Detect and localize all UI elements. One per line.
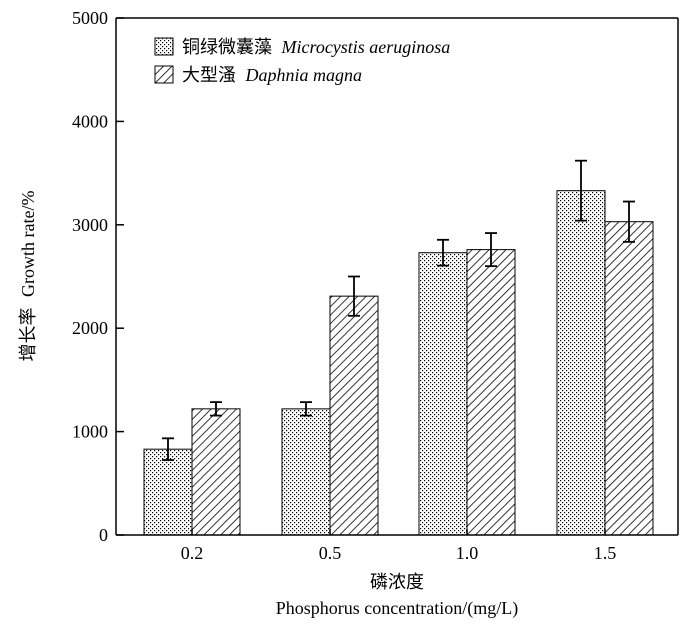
x-tick-label-2: 1.0 xyxy=(456,543,479,563)
legend: 铜绿微囊藻 Microcystis aeruginosa 大型溞 Daphnia… xyxy=(154,37,450,86)
error-bar-series-0-cat-2 xyxy=(437,238,449,267)
error-bar-series-0-cat-0 xyxy=(162,437,174,461)
error-bar-series-1-cat-3 xyxy=(623,200,635,243)
legend-item-microcystis: 铜绿微囊藻 Microcystis aeruginosa xyxy=(154,37,450,58)
x-axis-title-cn: 磷浓度 xyxy=(370,572,424,592)
legend-label-microcystis: 铜绿微囊藻 Microcystis aeruginosa xyxy=(182,37,450,58)
y-ticks: 0 1000 2000 3000 4000 5000 xyxy=(72,8,124,545)
error-bar-series-1-cat-1 xyxy=(348,275,360,317)
legend-label-daphnia: 大型溞 Daphnia magna xyxy=(182,65,362,86)
legend-swatch-microcystis xyxy=(154,37,174,56)
y-axis-title-cn: 增长率 xyxy=(18,307,39,361)
error-bar-series-0-cat-1 xyxy=(300,401,312,417)
x-ticks: 0.2 0.5 1.0 1.5 xyxy=(181,529,617,563)
bar-series-1-cat-0 xyxy=(191,408,241,536)
bar-series-0-cat-2 xyxy=(418,252,468,536)
legend-item-daphnia: 大型溞 Daphnia magna xyxy=(154,65,362,86)
bar-series-1-cat-2 xyxy=(466,249,516,536)
y-tick-label-4: 4000 xyxy=(72,111,108,131)
bar-series-0-cat-0 xyxy=(143,448,193,536)
y-tick-label-5: 5000 xyxy=(72,8,108,28)
x-tick-label-3: 1.5 xyxy=(594,543,617,563)
error-bars-layer xyxy=(162,159,635,461)
x-tick-label-0: 0.2 xyxy=(181,543,204,563)
error-bar-series-1-cat-2 xyxy=(485,232,497,268)
y-tick-label-3: 3000 xyxy=(72,215,108,235)
bar-series-1-cat-1 xyxy=(329,295,379,536)
error-bar-series-0-cat-3 xyxy=(575,159,587,222)
y-tick-label-2: 2000 xyxy=(72,318,108,338)
bar-series-0-cat-1 xyxy=(281,408,331,536)
bar-series-0-cat-3 xyxy=(556,190,606,536)
legend-swatch-daphnia xyxy=(154,65,174,84)
bar-series-1-cat-3 xyxy=(604,221,654,536)
error-bar-series-1-cat-0 xyxy=(210,401,222,417)
y-axis-title: 增长率 Growth rate/% xyxy=(18,191,39,362)
y-tick-label-1: 1000 xyxy=(72,422,108,442)
x-tick-label-1: 0.5 xyxy=(319,543,342,563)
bars-layer xyxy=(143,190,654,536)
y-tick-label-0: 0 xyxy=(99,525,108,545)
y-axis-title-en: Growth rate/% xyxy=(18,191,38,297)
x-axis-title-en: Phosphorus concentration/(mg/L) xyxy=(276,598,518,619)
